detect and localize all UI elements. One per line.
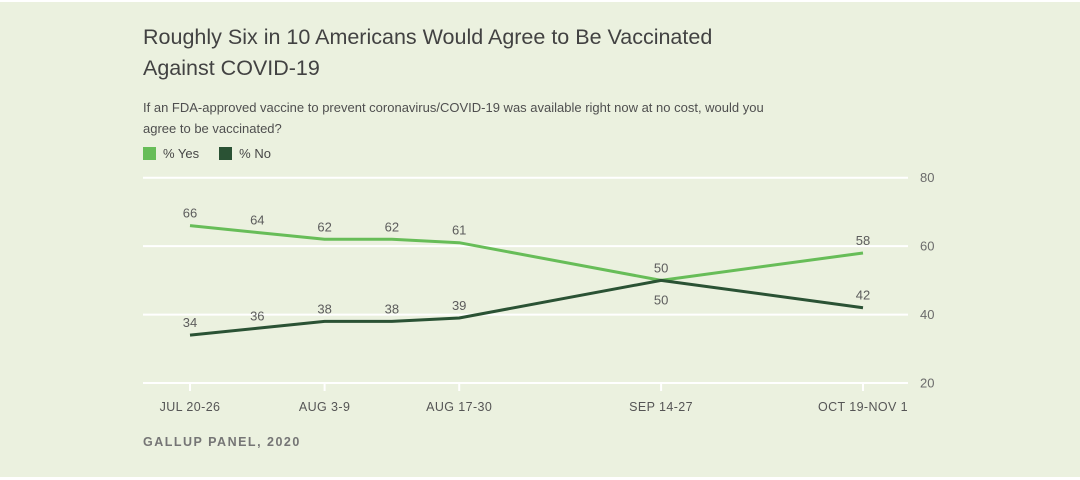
yes-line <box>189 224 864 282</box>
title-line-1: Roughly Six in 10 Americans Would Agree … <box>143 25 713 49</box>
data-label: 39 <box>452 298 466 313</box>
subtitle-line-2: agree to be vaccinated? <box>143 121 282 136</box>
legend-item-no: % No <box>219 146 271 161</box>
data-label: 50 <box>654 260 668 275</box>
data-label: 34 <box>183 315 197 330</box>
y-axis-label: 80 <box>920 170 934 185</box>
x-axis-label: OCT 19-NOV 1 <box>818 400 908 414</box>
chart-header: Roughly Six in 10 Americans Would Agree … <box>143 22 764 139</box>
x-axis-label: JUL 20-26 <box>160 400 221 414</box>
data-label: 66 <box>183 206 197 221</box>
legend-label-no: % No <box>239 146 271 161</box>
source-note: GALLUP PANEL, 2020 <box>143 435 301 449</box>
data-label: 62 <box>317 219 331 234</box>
data-label: 38 <box>317 301 331 316</box>
data-label: 62 <box>385 219 399 234</box>
legend-label-yes: % Yes <box>163 146 200 161</box>
y-axis-label: 60 <box>920 239 934 254</box>
data-label: 64 <box>250 212 264 227</box>
data-label: 36 <box>250 308 264 323</box>
data-label: 42 <box>856 288 870 303</box>
no-swatch-icon <box>219 147 233 160</box>
no-line <box>189 278 864 337</box>
chart-title: Roughly Six in 10 Americans Would Agree … <box>143 22 764 84</box>
y-axis-label: 40 <box>920 307 934 322</box>
y-axis-label: 20 <box>920 376 934 391</box>
chart-subtitle: If an FDA-approved vaccine to prevent co… <box>143 97 764 139</box>
data-label: 61 <box>452 223 466 238</box>
x-axis-label: AUG 3-9 <box>299 400 350 414</box>
title-line-2: Against COVID-19 <box>143 56 320 80</box>
legend: % Yes % No <box>143 146 271 161</box>
x-axis-label: SEP 14-27 <box>629 400 693 414</box>
yes-swatch-icon <box>143 147 156 160</box>
data-label: 50 <box>654 292 668 307</box>
data-label: 58 <box>856 233 870 248</box>
data-label: 38 <box>385 301 399 316</box>
subtitle-line-1: If an FDA-approved vaccine to prevent co… <box>143 100 764 115</box>
x-axis-label: AUG 17-30 <box>426 400 492 414</box>
legend-item-yes: % Yes <box>143 146 199 161</box>
